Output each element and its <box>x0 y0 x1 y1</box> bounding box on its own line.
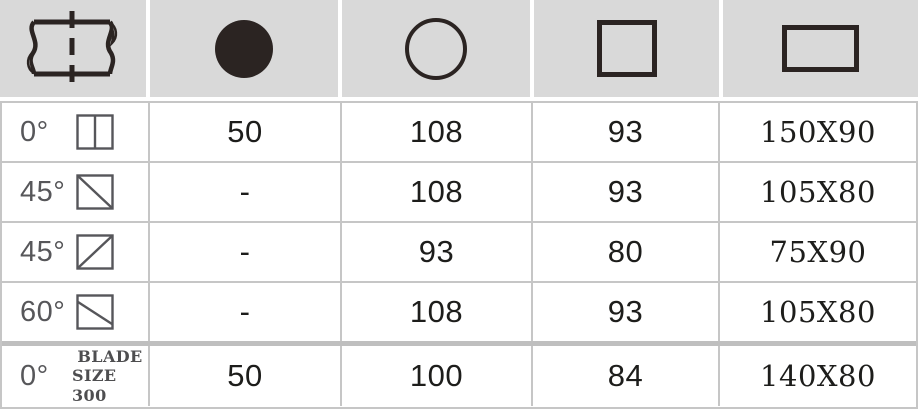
angle-label: 45° <box>20 235 66 268</box>
square-outline-icon <box>596 20 657 77</box>
capacity-cell: 75X90 <box>718 223 916 281</box>
angle-cell: 0° <box>2 103 148 161</box>
capacity-cell: 105X80 <box>718 163 916 221</box>
rectangle-outline-icon <box>782 25 859 72</box>
header-cell-square-tube <box>534 0 719 97</box>
capacity-value: 75X90 <box>769 235 867 269</box>
capacity-value: 80 <box>607 234 644 269</box>
table-row: 45° - 93 80 75X90 <box>2 221 916 281</box>
miter-60-cut-icon <box>76 294 114 330</box>
angle-cell: 0° BLADE SIZE 300 <box>2 346 148 406</box>
header-cell-solid-round-bar <box>150 0 338 97</box>
capacity-value: 100 <box>409 358 464 393</box>
table-row: 45° - 108 93 105X80 <box>2 161 916 221</box>
capacity-value: 105X80 <box>760 295 876 329</box>
capacity-value: 50 <box>227 358 263 393</box>
angle-label: 0° <box>20 115 49 148</box>
table-body: 0° 50 108 93 150X90 45° - 108 93 <box>0 101 918 409</box>
miter-45-right-cut-icon <box>76 174 114 210</box>
angle-cell: 45° <box>2 223 148 281</box>
circle-outline-icon <box>405 17 467 80</box>
capacity-cell: 93 <box>531 283 718 341</box>
capacity-cell: 105X80 <box>718 283 916 341</box>
blade-size-label: BLADE SIZE 300 <box>72 347 148 405</box>
capacity-cell: - <box>148 223 340 281</box>
header-cell-rectangular-tube <box>723 0 918 97</box>
capacity-value: 93 <box>607 174 644 209</box>
capacity-value: 108 <box>409 114 464 149</box>
capacity-cell: 50 <box>148 103 340 161</box>
capacity-value: - <box>239 294 251 329</box>
pipe-end-crescent-right <box>106 21 118 47</box>
pipe-end-crescent-left <box>26 48 38 74</box>
table-header-row <box>0 0 918 97</box>
capacity-value: 93 <box>607 294 644 329</box>
capacity-value: - <box>239 174 251 209</box>
table-row: 60° - 108 93 105X80 <box>2 281 916 341</box>
capacity-cell: - <box>148 163 340 221</box>
capacity-value: 84 <box>607 358 644 393</box>
solid-circle-icon <box>215 19 273 78</box>
capacity-cell: 108 <box>340 103 531 161</box>
table-row: 0° 50 108 93 150X90 <box>2 103 916 161</box>
capacity-cell: 84 <box>531 346 718 406</box>
pipe-cut-icon <box>26 10 118 87</box>
capacity-cell: 150X90 <box>718 103 916 161</box>
table-row-blade-size: 0° BLADE SIZE 300 50 100 84 140X80 <box>2 341 916 406</box>
capacity-value: 105X80 <box>760 175 876 209</box>
capacity-cell: 50 <box>148 346 340 406</box>
capacity-value: 50 <box>227 114 263 149</box>
capacity-value: 140X80 <box>760 359 876 393</box>
blade-size-label-line2: SIZE 300 <box>72 366 117 405</box>
capacity-value: 108 <box>409 174 464 209</box>
capacity-cell: 108 <box>340 163 531 221</box>
angle-label: 45° <box>20 175 66 208</box>
capacity-value: 150X90 <box>760 115 876 149</box>
angle-label: 0° <box>20 359 49 392</box>
angle-label: 60° <box>20 295 66 328</box>
capacity-cell: 93 <box>340 223 531 281</box>
straight-cut-icon <box>76 114 114 150</box>
header-cell-machine <box>0 0 146 97</box>
blade-size-label-line1: BLADE <box>77 347 143 367</box>
capacity-cell: 108 <box>340 283 531 341</box>
capacity-value: 93 <box>607 114 644 149</box>
angle-cell: 60° <box>2 283 148 341</box>
capacity-cell: 80 <box>531 223 718 281</box>
capacity-cell: 93 <box>531 163 718 221</box>
capacity-value: 93 <box>418 234 455 269</box>
capacity-value: - <box>239 234 251 269</box>
capacity-cell: 140X80 <box>718 346 916 406</box>
capacity-cell: - <box>148 283 340 341</box>
angle-cell: 45° <box>2 163 148 221</box>
capacity-cell: 93 <box>531 103 718 161</box>
miter-45-left-cut-icon <box>76 234 114 270</box>
header-cell-round-tube <box>342 0 530 97</box>
capacity-cell: 100 <box>340 346 531 406</box>
capacity-value: 108 <box>409 294 464 329</box>
